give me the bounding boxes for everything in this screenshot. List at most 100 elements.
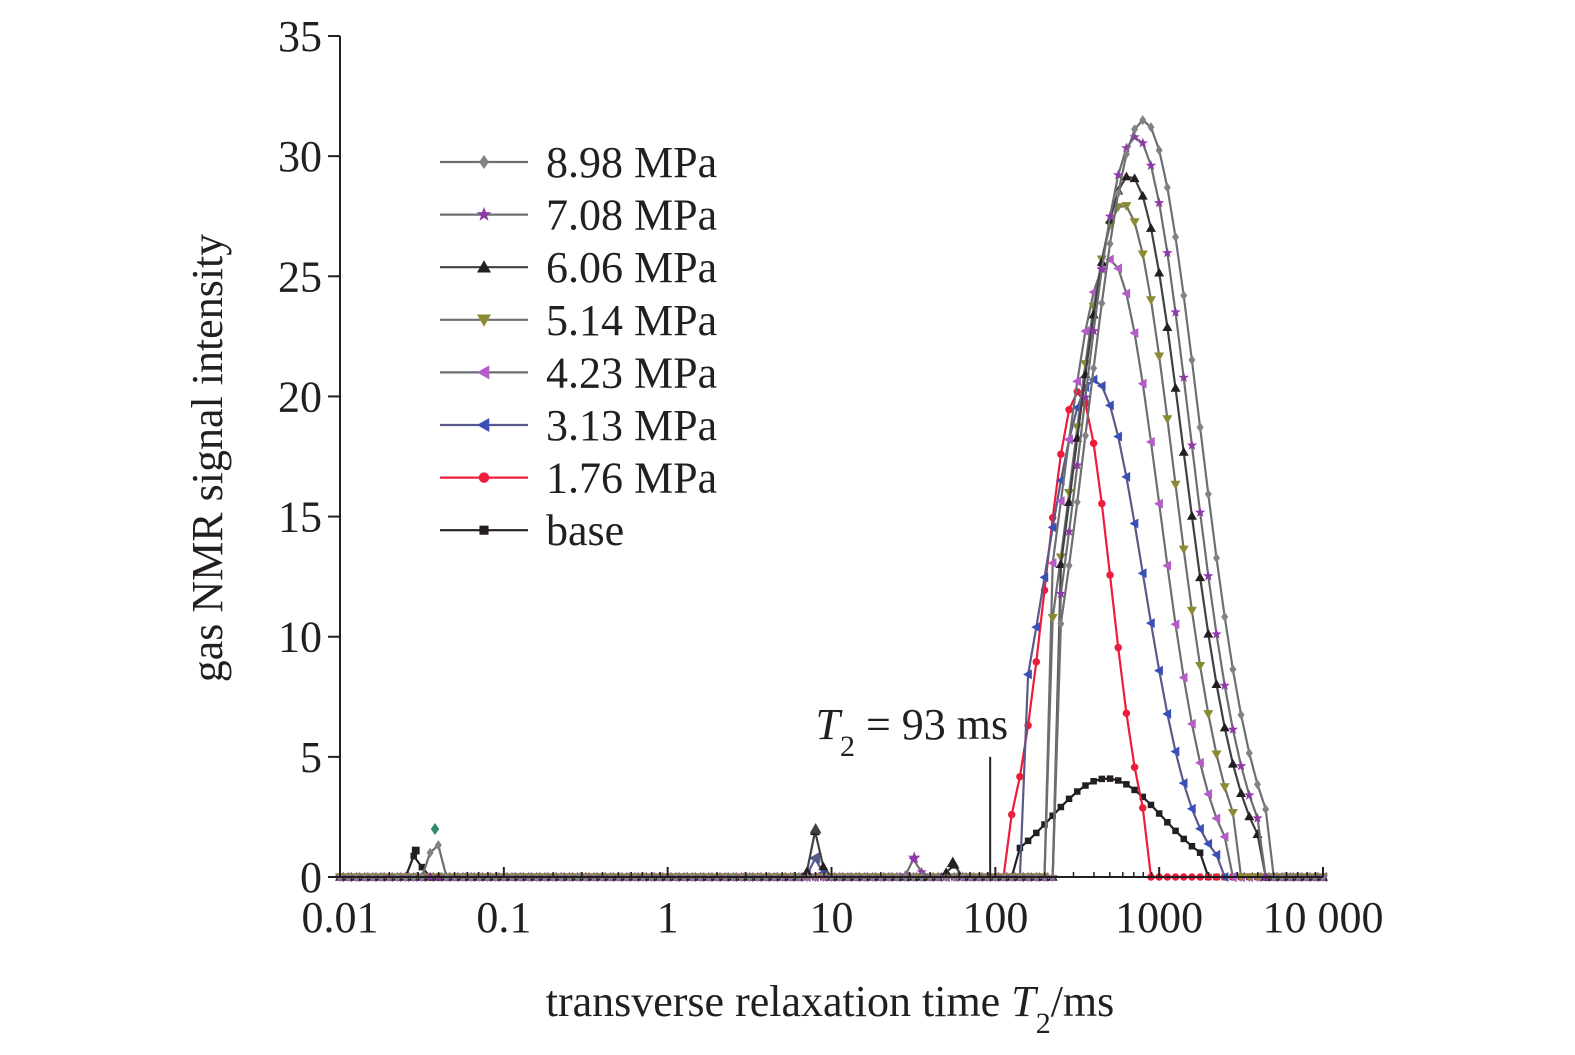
data-point	[1024, 837, 1032, 845]
data-point	[1032, 658, 1041, 666]
data-point	[1163, 182, 1171, 193]
legend-item: 4.23 MPa	[440, 348, 717, 397]
data-point	[1098, 499, 1106, 508]
x-axis-title-var: T	[1011, 977, 1039, 1026]
data-point	[1129, 218, 1140, 228]
axes: 0 5 10 15 20 25 30 35 0.01 0.1 1 10 100 1000 10 000	[278, 12, 1384, 942]
data-point	[1106, 571, 1114, 579]
data-point	[1106, 238, 1114, 249]
data-point	[1063, 526, 1075, 536]
data-point	[477, 260, 491, 273]
data-point	[1057, 618, 1065, 629]
legend-item: 6.06 MPa	[440, 243, 717, 292]
data-point	[1227, 808, 1238, 818]
data-point	[1162, 560, 1172, 571]
data-point	[1131, 124, 1139, 135]
data-point	[1145, 436, 1155, 447]
data-point	[1064, 434, 1073, 445]
data-point	[1178, 778, 1188, 789]
annotation-label: T2 = 93 ms	[816, 700, 1009, 763]
data-point	[1123, 781, 1130, 788]
data-point	[1096, 257, 1107, 266]
data-point	[1236, 788, 1247, 798]
data-point	[1178, 672, 1188, 683]
data-point	[426, 847, 434, 858]
data-point	[801, 866, 812, 876]
data-point	[1245, 748, 1253, 759]
data-point	[1186, 718, 1196, 729]
data-point	[1137, 137, 1148, 148]
data-point	[1221, 611, 1229, 622]
data-point	[1237, 709, 1245, 720]
data-point	[1023, 669, 1032, 680]
data-point	[1121, 202, 1132, 211]
data-point	[1105, 400, 1114, 411]
x-tick-label: 1000	[1115, 893, 1203, 942]
data-point	[916, 866, 927, 877]
data-point	[1186, 439, 1198, 450]
data-point	[1219, 831, 1229, 842]
data-point	[809, 822, 822, 834]
data-point	[1213, 552, 1221, 563]
x-tick-label: 0.1	[476, 893, 531, 942]
data-point	[1170, 383, 1181, 392]
y-ticks: 0 5 10 15 20 25 30 35	[278, 12, 340, 902]
data-point	[1057, 803, 1065, 811]
x-axis-title-prefix: transverse relaxation time	[546, 977, 1011, 1026]
data-point	[1088, 325, 1099, 336]
data-point	[1105, 254, 1114, 265]
data-point	[1229, 664, 1237, 675]
series-base	[336, 775, 1327, 881]
data-point	[1195, 572, 1206, 582]
data-point	[1195, 661, 1206, 671]
x-tick-label: 100	[962, 893, 1028, 942]
data-point	[1047, 558, 1057, 569]
data-point	[1170, 480, 1181, 490]
data-point	[1219, 722, 1230, 732]
data-point	[1178, 372, 1189, 382]
data-point	[1180, 835, 1187, 843]
data-point	[1164, 819, 1171, 826]
data-point	[1244, 811, 1255, 821]
data-point	[1154, 267, 1165, 277]
data-point	[1203, 838, 1213, 849]
data-point	[1137, 568, 1147, 579]
data-point	[1145, 296, 1156, 306]
data-point	[1196, 849, 1204, 856]
data-point	[1203, 570, 1214, 581]
data-point	[430, 822, 440, 835]
data-point	[1049, 812, 1056, 819]
data-point	[477, 418, 490, 432]
data-point	[1113, 431, 1122, 442]
legend-label: 7.08 MPa	[546, 191, 717, 240]
data-point	[1016, 844, 1024, 852]
data-point	[411, 846, 420, 855]
data-point	[908, 851, 921, 864]
data-point	[1162, 247, 1173, 258]
data-point	[1007, 810, 1016, 819]
data-point	[1039, 572, 1049, 583]
y-tick-label: 35	[278, 12, 322, 61]
legend-label: 3.13 MPa	[546, 401, 717, 450]
legend-label: 6.06 MPa	[546, 243, 717, 292]
data-point	[1065, 560, 1073, 571]
data-point	[818, 861, 829, 871]
data-point	[1186, 606, 1197, 616]
data-point	[1162, 322, 1173, 331]
data-point	[1195, 823, 1204, 834]
data-point	[1153, 197, 1165, 208]
data-point	[1244, 789, 1255, 800]
data-point	[478, 472, 490, 483]
data-point	[1129, 327, 1139, 338]
data-point	[1170, 746, 1180, 757]
legend-item: 8.98 MPa	[440, 138, 717, 187]
data-point	[1262, 804, 1270, 815]
data-point	[1031, 622, 1041, 633]
data-point	[1137, 250, 1148, 260]
data-point	[1131, 786, 1138, 794]
data-point	[1178, 447, 1189, 456]
annotation: T2 = 93 ms	[816, 700, 1009, 877]
data-point	[1129, 173, 1140, 183]
data-point	[1047, 522, 1057, 533]
